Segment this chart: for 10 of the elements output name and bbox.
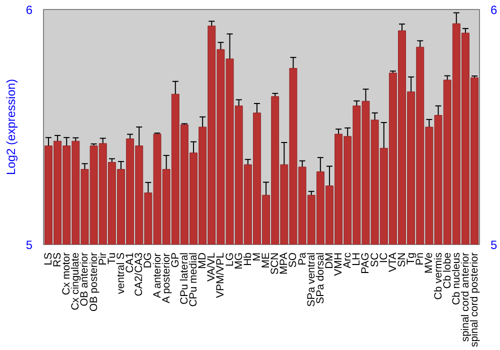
x-tick-label: LS [42, 252, 54, 266]
y2-tick-label: 6 [490, 3, 498, 17]
y-axis-title: Log2 (expression) [4, 78, 18, 176]
x-tick-label: RS [52, 252, 64, 268]
x-tick-label: SN [396, 252, 408, 268]
y2-tick-label: 5 [490, 238, 498, 252]
x-tick-label: ventral S [115, 252, 127, 294]
x-tick-label: MVe [423, 252, 436, 274]
x-tick-label: Tg [405, 252, 418, 265]
x-tick-label: spinal cord posterior [468, 252, 481, 348]
